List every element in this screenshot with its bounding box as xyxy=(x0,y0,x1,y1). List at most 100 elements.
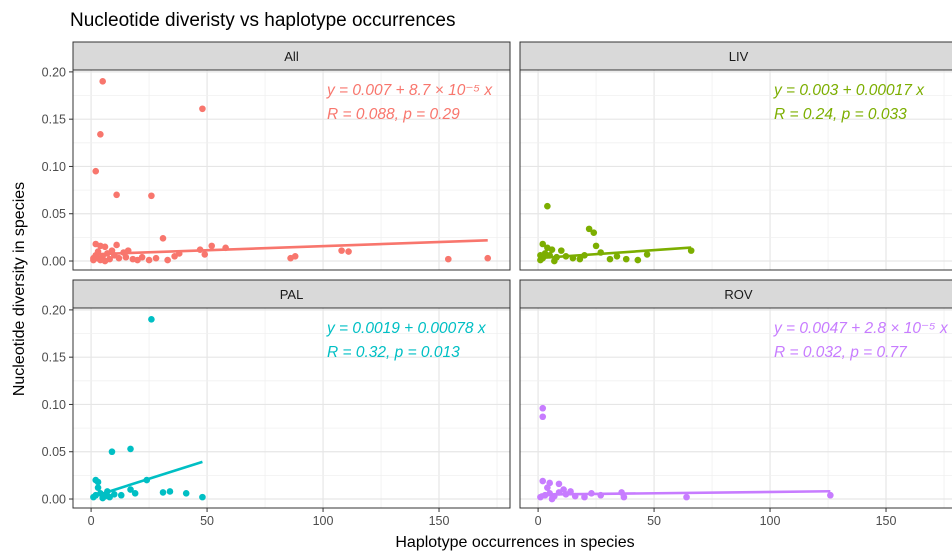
point xyxy=(94,478,102,486)
point xyxy=(571,492,579,500)
point xyxy=(115,254,123,262)
point xyxy=(104,488,111,495)
panel-background xyxy=(73,70,510,270)
x-tick-label: 50 xyxy=(647,514,661,528)
point xyxy=(562,252,570,260)
y-tick-label: 0.00 xyxy=(42,493,66,507)
point xyxy=(588,490,595,497)
x-tick-label: 100 xyxy=(313,514,334,528)
point xyxy=(581,252,588,259)
annotation: y = 0.0047 + 2.8 × 10⁻⁵ x xyxy=(773,320,949,337)
point xyxy=(117,491,125,499)
point xyxy=(148,192,155,200)
point xyxy=(199,493,206,501)
point xyxy=(94,484,102,491)
x-tick-label: 0 xyxy=(535,514,542,528)
point xyxy=(148,316,155,323)
point xyxy=(201,251,209,258)
strip-label: ROV xyxy=(724,287,753,302)
point xyxy=(548,495,556,503)
panel-background xyxy=(73,308,510,508)
strip-label: PAL xyxy=(280,287,304,302)
x-tick-label: 100 xyxy=(760,514,781,528)
y-tick-label: 0.05 xyxy=(42,207,66,221)
point xyxy=(585,225,593,233)
y-tick-label: 0.20 xyxy=(42,65,66,79)
annotation: y = 0.003 + 0.00017 x xyxy=(773,82,925,99)
point xyxy=(208,242,216,250)
point xyxy=(90,254,97,262)
annotation: R = 0.088, p = 0.29 xyxy=(327,106,460,123)
point xyxy=(101,257,109,265)
point xyxy=(113,241,120,249)
x-tick-label: 150 xyxy=(429,514,450,528)
point xyxy=(576,255,584,263)
point xyxy=(97,131,104,138)
point xyxy=(99,78,106,85)
point xyxy=(539,477,547,485)
y-tick-label: 0.20 xyxy=(42,303,66,317)
y-tick-label: 0.15 xyxy=(42,351,66,365)
x-tick-label: 0 xyxy=(88,514,95,528)
point xyxy=(127,486,134,493)
point xyxy=(159,235,167,242)
annotation: R = 0.32, p = 0.013 xyxy=(327,344,460,361)
point xyxy=(152,254,160,262)
y-tick-label: 0.05 xyxy=(42,445,66,459)
point xyxy=(127,445,134,453)
panel: y = 0.007 + 8.7 × 10⁻⁵ x R = 0.088, p = 0… xyxy=(73,70,510,270)
point xyxy=(544,202,551,210)
point xyxy=(551,257,558,265)
point xyxy=(544,484,551,491)
point xyxy=(143,476,151,484)
point xyxy=(138,253,146,261)
point xyxy=(643,251,651,258)
panel: y = 0.0047 + 2.8 × 10⁻⁵ x R = 0.032, p = … xyxy=(520,308,952,508)
y-tick-label: 0.15 xyxy=(42,113,66,127)
point xyxy=(555,480,563,488)
point xyxy=(175,250,183,257)
point xyxy=(131,490,139,497)
point xyxy=(597,491,605,499)
point xyxy=(622,255,630,263)
x-axis-label: Haplotype occurrences in species xyxy=(395,534,634,551)
point xyxy=(113,191,120,199)
strip xyxy=(72,279,511,309)
point xyxy=(291,252,299,260)
point xyxy=(548,246,556,253)
chart-title: Nucleotide diveristy vs haplotype occurr… xyxy=(70,10,455,31)
point xyxy=(590,229,598,236)
x-tick-label: 50 xyxy=(200,514,214,528)
y-axis-label: Nucleotide diversity in species xyxy=(11,182,28,396)
point xyxy=(557,247,565,254)
point xyxy=(539,404,547,412)
annotation: R = 0.24, p = 0.033 xyxy=(774,106,907,123)
strip-label: All xyxy=(284,49,299,64)
point xyxy=(222,244,229,252)
panel-background xyxy=(520,70,952,270)
point xyxy=(683,493,690,501)
panel-background xyxy=(520,308,952,508)
panel: y = 0.0019 + 0.00078 x R = 0.32, p = 0.01… xyxy=(73,308,510,508)
strip-label: LIV xyxy=(729,49,749,64)
point xyxy=(537,252,544,259)
point xyxy=(199,105,206,113)
point xyxy=(567,488,574,495)
strip xyxy=(72,41,511,71)
regression-line xyxy=(93,239,488,256)
point xyxy=(555,489,563,496)
point xyxy=(108,448,116,456)
x-tick-label: 150 xyxy=(876,514,897,528)
point xyxy=(159,489,167,496)
panel: y = 0.003 + 0.00017 x R = 0.24, p = 0.033 xyxy=(520,70,952,270)
point xyxy=(124,247,132,254)
strip xyxy=(519,279,952,309)
point xyxy=(108,247,116,254)
annotation: y = 0.007 + 8.7 × 10⁻⁵ x xyxy=(326,82,493,99)
point xyxy=(581,493,588,501)
point xyxy=(592,242,600,250)
point xyxy=(597,249,605,256)
point xyxy=(539,240,547,248)
point xyxy=(196,246,204,253)
point xyxy=(569,254,577,262)
